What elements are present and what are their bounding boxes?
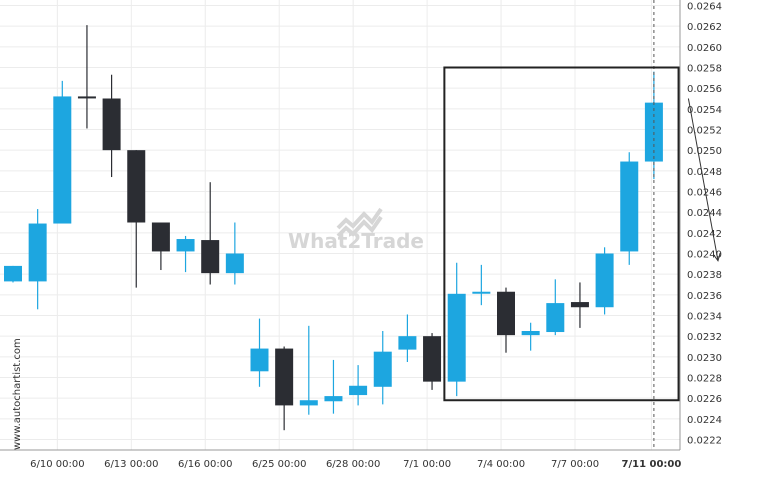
- x-tick-label: 6/25 00:00: [252, 459, 306, 470]
- candle: [423, 333, 442, 390]
- watermark-brand: What2Trade: [288, 229, 424, 253]
- y-tick-label: 0.0240: [687, 250, 722, 261]
- candle-body: [77, 96, 96, 99]
- candle-body: [53, 96, 72, 224]
- x-tick-label: 7/1 00:00: [403, 459, 451, 470]
- watermark: What2Trade: [288, 207, 424, 253]
- candle-body: [423, 336, 442, 382]
- candle: [324, 359, 343, 414]
- candle-body: [373, 351, 392, 387]
- candles: [4, 25, 663, 431]
- candle: [176, 235, 195, 273]
- candle: [28, 209, 47, 310]
- candle: [151, 222, 170, 271]
- x-tick-label: 7/7 00:00: [551, 459, 599, 470]
- candle: [77, 25, 96, 129]
- candle: [521, 322, 540, 351]
- candle: [472, 264, 491, 306]
- x-tick-label: 6/13 00:00: [104, 459, 158, 470]
- y-tick-label: 0.0226: [687, 394, 722, 405]
- candle: [225, 222, 244, 285]
- candle-body: [472, 291, 491, 294]
- y-tick-label: 0.0262: [687, 22, 722, 33]
- candle-body: [102, 98, 121, 151]
- candle: [497, 287, 515, 353]
- candle-body: [324, 396, 343, 402]
- y-tick-label: 0.0232: [687, 332, 722, 343]
- y-tick-label: 0.0254: [687, 105, 722, 116]
- candle: [447, 262, 466, 397]
- candle: [201, 182, 220, 285]
- candle-body: [299, 400, 318, 406]
- candle-body: [620, 161, 639, 252]
- candle: [275, 346, 294, 431]
- candle: [546, 279, 565, 336]
- candle-body: [398, 336, 417, 350]
- candle: [620, 152, 639, 265]
- x-tick-label: 7/4 00:00: [477, 459, 525, 470]
- candle-body: [28, 223, 47, 282]
- candle: [373, 331, 392, 405]
- y-tick-label: 0.0244: [687, 208, 722, 219]
- x-tick-label: 6/16 00:00: [178, 459, 232, 470]
- overlays: [443, 0, 721, 450]
- candle: [127, 150, 146, 288]
- candle-body: [275, 348, 294, 406]
- y-axis: 0.0222 0.0224 0.0226 0.0228 0.0230 0.0232 0.02…: [679, 0, 722, 450]
- forecast-arrowhead-icon: [712, 252, 721, 262]
- y-tick-label: 0.0242: [687, 229, 722, 240]
- pattern-box: [443, 66, 680, 402]
- y-tick-label: 0.0236: [687, 291, 722, 302]
- candle: [299, 325, 318, 415]
- candle: [570, 282, 589, 328]
- y-tick-label: 0.0248: [687, 167, 722, 178]
- y-tick-label: 0.0258: [687, 64, 722, 75]
- candle-body: [151, 222, 170, 252]
- candle-body: [447, 293, 466, 382]
- y-tick-label: 0.0260: [687, 43, 722, 54]
- x-tick-label: 6/10 00:00: [30, 459, 84, 470]
- candle-body: [521, 331, 540, 336]
- candle: [250, 318, 269, 387]
- x-tick-label: 6/28 00:00: [326, 459, 380, 470]
- x-axis: 6/10 00:00 6/13 00:00 6/16 00:00 6/25 00:00…: [0, 449, 682, 470]
- forecast-arrow-line: [687, 98, 719, 261]
- y-tick-label: 0.0234: [687, 312, 722, 323]
- candle-body: [497, 291, 515, 336]
- y-tick-label: 0.0230: [687, 353, 722, 364]
- y-tick-label: 0.0224: [687, 415, 722, 426]
- candle-body: [201, 240, 220, 274]
- candle: [349, 365, 368, 406]
- candle: [595, 247, 614, 315]
- y-tick-label: 0.0252: [687, 126, 722, 137]
- candle-body: [176, 239, 195, 252]
- candle-body: [225, 253, 244, 274]
- candle: [53, 80, 72, 224]
- y-tick-label: 0.0264: [687, 2, 722, 13]
- y-tick-label: 0.0238: [687, 270, 722, 281]
- y-tick-label: 0.0256: [687, 84, 722, 95]
- source-credit: www.autochartist.com: [12, 338, 23, 450]
- y-tick-label: 0.0228: [687, 374, 722, 385]
- candle-body: [349, 385, 368, 396]
- y-tick-label: 0.0246: [687, 188, 722, 199]
- candle-body: [595, 253, 614, 308]
- candle-body: [4, 265, 22, 282]
- candle-body: [127, 150, 146, 223]
- grid-lines: [0, 0, 680, 450]
- y-tick-label: 0.0222: [687, 436, 722, 447]
- x-tick-label: 7/11 00:00: [622, 459, 682, 470]
- candle: [102, 74, 121, 178]
- candle-body: [546, 303, 565, 333]
- candle: [4, 265, 22, 283]
- candle-body: [250, 348, 269, 372]
- watermark-logo-icon: [336, 207, 383, 238]
- candle: [398, 314, 417, 362]
- y-tick-label: 0.0250: [687, 146, 722, 157]
- candle-body: [570, 302, 589, 308]
